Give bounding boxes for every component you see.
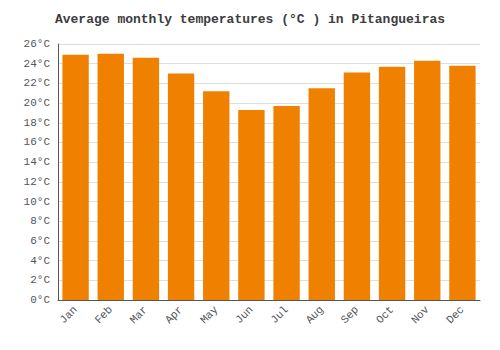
svg-text:26°C: 26°C [24,38,51,50]
svg-text:Apr: Apr [163,304,185,326]
svg-text:24°C: 24°C [24,58,51,70]
svg-text:14°C: 14°C [24,156,51,168]
svg-text:Mar: Mar [128,304,150,326]
svg-text:6°C: 6°C [30,235,50,247]
svg-text:22°C: 22°C [24,77,51,89]
svg-text:Jul: Jul [268,304,290,326]
svg-text:10°C: 10°C [24,196,51,208]
svg-text:Nov: Nov [409,303,432,326]
svg-text:2°C: 2°C [30,274,50,286]
svg-text:0°C: 0°C [30,294,50,306]
svg-text:Dec: Dec [444,304,466,326]
svg-text:12°C: 12°C [24,176,51,188]
svg-text:Jan: Jan [57,304,79,326]
svg-text:Sep: Sep [339,304,361,326]
svg-text:Oct: Oct [374,304,396,326]
svg-text:8°C: 8°C [30,215,50,227]
svg-text:4°C: 4°C [30,255,50,267]
svg-text:20°C: 20°C [24,97,51,109]
svg-text:16°C: 16°C [24,136,51,148]
svg-text:Jun: Jun [233,304,255,326]
svg-text:Aug: Aug [304,304,326,326]
svg-text:Average monthly temperatures (: Average monthly temperatures (°C ) in Pi… [55,12,445,27]
svg-text:18°C: 18°C [24,117,51,129]
svg-text:Feb: Feb [93,304,115,326]
svg-text:May: May [198,303,221,326]
